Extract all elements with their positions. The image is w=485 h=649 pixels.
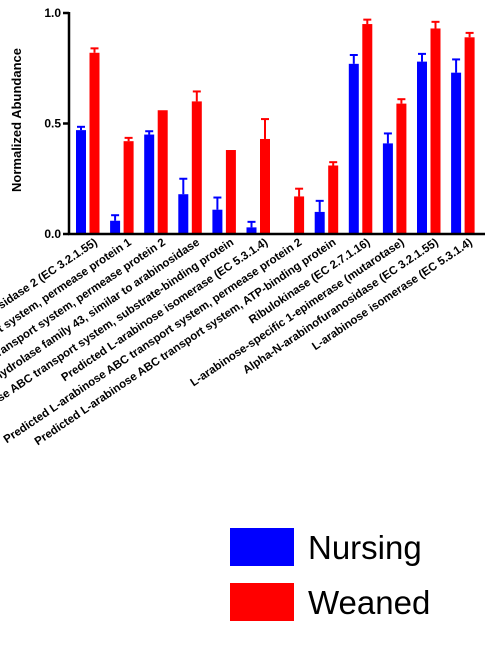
weaned-bar: [294, 196, 305, 234]
nursing-bar: [246, 227, 257, 234]
y-tick-label: 1.0: [44, 6, 61, 20]
legend: Nursing Weaned: [230, 528, 430, 621]
nursing-bar: [382, 143, 393, 234]
nursing-bar: [178, 194, 189, 234]
nursing-bar: [110, 220, 121, 234]
nursing-bar: [144, 134, 155, 234]
weaned-legend-label: Weaned: [308, 584, 430, 621]
y-axis-title: Normalized Abundance: [9, 48, 24, 192]
x-tick-labels-group: Alpha-N-arabinofuranosidase 2 (EC 3.2.1.…: [0, 236, 475, 448]
y-tick-label: 0.0: [44, 227, 61, 241]
y-ticks-group: 0.0 0.5 1.0: [44, 6, 69, 241]
nursing-bar: [348, 63, 359, 234]
weaned-bar: [157, 110, 168, 234]
nursing-bar: [314, 211, 325, 234]
weaned-bar: [225, 150, 236, 234]
weaned-bar: [191, 101, 202, 235]
bars-group: [76, 18, 475, 235]
weaned-bar: [362, 24, 373, 234]
nursing-bar: [212, 209, 223, 234]
y-tick-label: 0.5: [44, 117, 61, 131]
weaned-bar: [430, 28, 441, 234]
nursing-bar: [417, 61, 427, 235]
nursing-bar: [451, 72, 462, 234]
nursing-legend-label: Nursing: [308, 529, 422, 566]
weaned-bar: [89, 52, 100, 234]
weaned-bar: [396, 103, 407, 234]
weaned-bar: [464, 37, 475, 235]
nursing-bar: [76, 130, 86, 234]
weaned-bar: [260, 138, 270, 234]
nursing-legend-swatch: [230, 528, 294, 566]
weaned-bar: [328, 165, 339, 234]
weaned-bar: [123, 141, 134, 234]
weaned-legend-swatch: [230, 583, 294, 621]
